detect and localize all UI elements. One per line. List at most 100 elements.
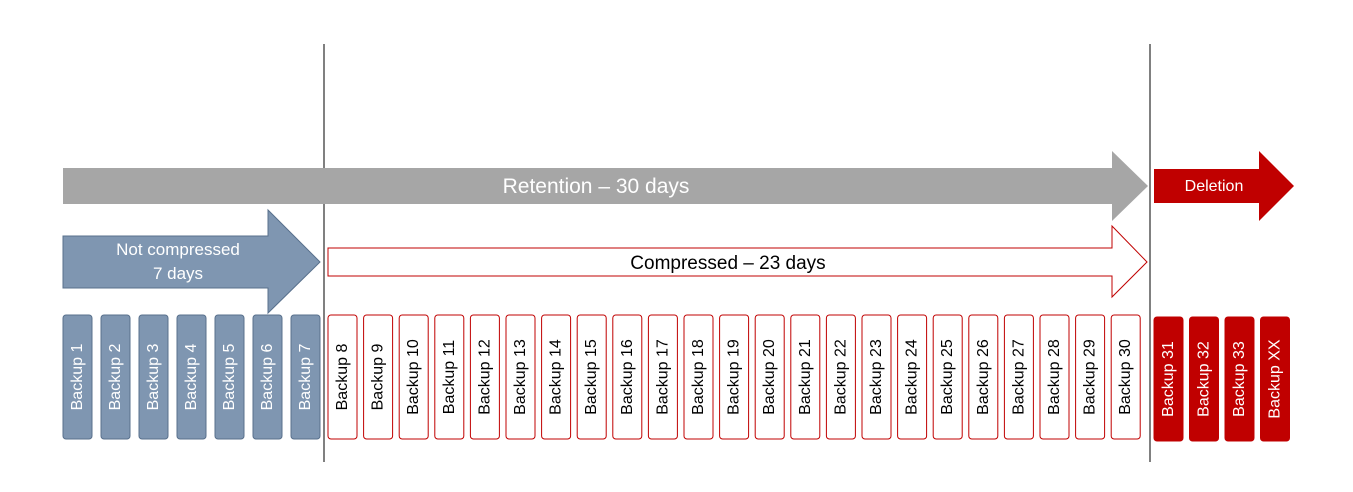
backup-box-label: Backup 27 [1010, 339, 1027, 415]
backup-box-label: Backup 14 [548, 339, 565, 415]
backup-box: Backup 22 [825, 314, 856, 440]
backup-box-rect [1003, 314, 1034, 440]
backup-box: Backup 4 [176, 314, 207, 440]
backup-box-rect [719, 314, 750, 440]
backup-box-label: Backup 7 [297, 344, 314, 411]
deletion-arrow-label: Deletion [1185, 178, 1244, 195]
retention-arrow-label: Retention – 30 days [503, 175, 690, 198]
backup-box: Backup 9 [363, 314, 394, 440]
backup-box: Backup 33 [1224, 316, 1255, 442]
backup-box-label: Backup 32 [1196, 341, 1213, 417]
backup-box-label: Backup 29 [1082, 339, 1099, 415]
backup-box-rect [1110, 314, 1141, 440]
backup-box: Backup 1 [62, 314, 93, 440]
backup-box-label: Backup 10 [405, 339, 422, 415]
backup-box-rect [647, 314, 678, 440]
backup-box: Backup 32 [1189, 316, 1219, 442]
backup-box-rect [138, 314, 169, 440]
compressed-arrow [327, 224, 1148, 299]
backup-box-label: Backup 22 [832, 339, 849, 415]
backup-box-rect [505, 314, 536, 440]
backup-box: Backup 21 [790, 314, 821, 440]
backup-box: Backup 20 [754, 314, 785, 440]
backup-box-label: Backup 8 [334, 344, 351, 411]
backup-box-rect [327, 314, 358, 440]
backup-box-rect [754, 314, 785, 440]
backup-box-label: Backup 2 [107, 344, 124, 411]
backup-box-rect [612, 314, 643, 440]
backup-box-rect [214, 314, 245, 440]
backup-box-rect [932, 314, 963, 440]
backup-box-label: Backup 5 [221, 344, 238, 411]
backup-box-label: Backup 17 [654, 339, 671, 415]
backup-box-rect [825, 314, 856, 440]
backup-box-rect [1075, 314, 1106, 440]
backup-box-rect [897, 314, 928, 440]
backup-box-rect [1260, 316, 1290, 442]
not-compressed-arrow [62, 208, 321, 315]
backup-box: Backup 2 [100, 314, 131, 440]
backup-box-rect [1153, 316, 1184, 442]
backup-box-label: Backup 4 [183, 344, 200, 411]
backup-box: Backup 29 [1075, 314, 1106, 440]
backup-box-rect [968, 314, 999, 440]
backup-box: Backup 31 [1153, 316, 1184, 442]
backup-box: Backup 12 [469, 314, 500, 440]
backup-box: Backup 5 [214, 314, 245, 440]
backup-box: Backup 23 [861, 314, 892, 440]
backup-box: Backup 7 [290, 314, 321, 440]
backup-box-label: Backup 1 [69, 344, 86, 411]
backup-box-rect [434, 314, 465, 440]
backup-box-rect [1224, 316, 1255, 442]
backup-box-label: Backup 9 [370, 344, 387, 411]
backup-box-label: Backup 28 [1046, 339, 1063, 415]
backup-box-label: Backup 16 [619, 339, 636, 415]
backup-box-rect [790, 314, 821, 440]
backup-box-rect [469, 314, 500, 440]
backup-box: Backup 11 [434, 314, 465, 440]
backup-box-label: Backup 6 [259, 344, 276, 411]
retention-arrow [63, 151, 1148, 221]
backup-box: Backup 16 [612, 314, 643, 440]
backup-box-label: Backup 21 [797, 339, 814, 415]
backup-box-label: Backup XX [1267, 339, 1284, 418]
backup-box-label: Backup 12 [476, 339, 493, 415]
backup-box: Backup XX [1260, 316, 1290, 442]
backup-boxes: Backup 1 Backup 2 Backup 3 Backup 4 Backup 5… [62, 314, 1290, 442]
backup-box-rect [541, 314, 572, 440]
backup-box-label: Backup 18 [690, 339, 707, 415]
backup-box: Backup 25 [932, 314, 963, 440]
backup-box-label: Backup 33 [1231, 341, 1248, 417]
backup-box-rect [252, 314, 283, 440]
backup-box-label: Backup 25 [939, 339, 956, 415]
backup-box: Backup 27 [1003, 314, 1034, 440]
backup-box: Backup 10 [398, 314, 429, 440]
backup-box-rect [398, 314, 429, 440]
backup-box-rect [290, 314, 321, 440]
backup-box-label: Backup 11 [441, 340, 458, 415]
backup-box: Backup 24 [897, 314, 928, 440]
backup-box-rect [576, 314, 607, 440]
backup-box-label: Backup 24 [904, 339, 921, 415]
backup-box-rect [100, 314, 131, 440]
backup-box: Backup 3 [138, 314, 169, 440]
backup-box: Backup 8 [327, 314, 358, 440]
not-compressed-label-line1: Not compressed [116, 240, 240, 259]
backup-box-label: Backup 3 [145, 344, 162, 411]
backup-box-rect [363, 314, 394, 440]
compressed-arrow-label: Compressed – 23 days [630, 253, 825, 274]
backup-box: Backup 15 [576, 314, 607, 440]
backup-box-label: Backup 23 [868, 339, 885, 415]
backup-box: Backup 28 [1039, 314, 1070, 440]
backup-box-rect [683, 314, 714, 440]
backup-box: Backup 30 [1110, 314, 1141, 440]
backup-box-rect [176, 314, 207, 440]
deletion-arrow [1154, 151, 1294, 221]
backup-box: Backup 13 [505, 314, 536, 440]
not-compressed-label-line2: 7 days [153, 264, 203, 283]
backup-box-label: Backup 30 [1117, 339, 1134, 415]
backup-box-rect [62, 314, 93, 440]
backup-box-rect [861, 314, 892, 440]
backup-box-label: Backup 26 [975, 339, 992, 415]
